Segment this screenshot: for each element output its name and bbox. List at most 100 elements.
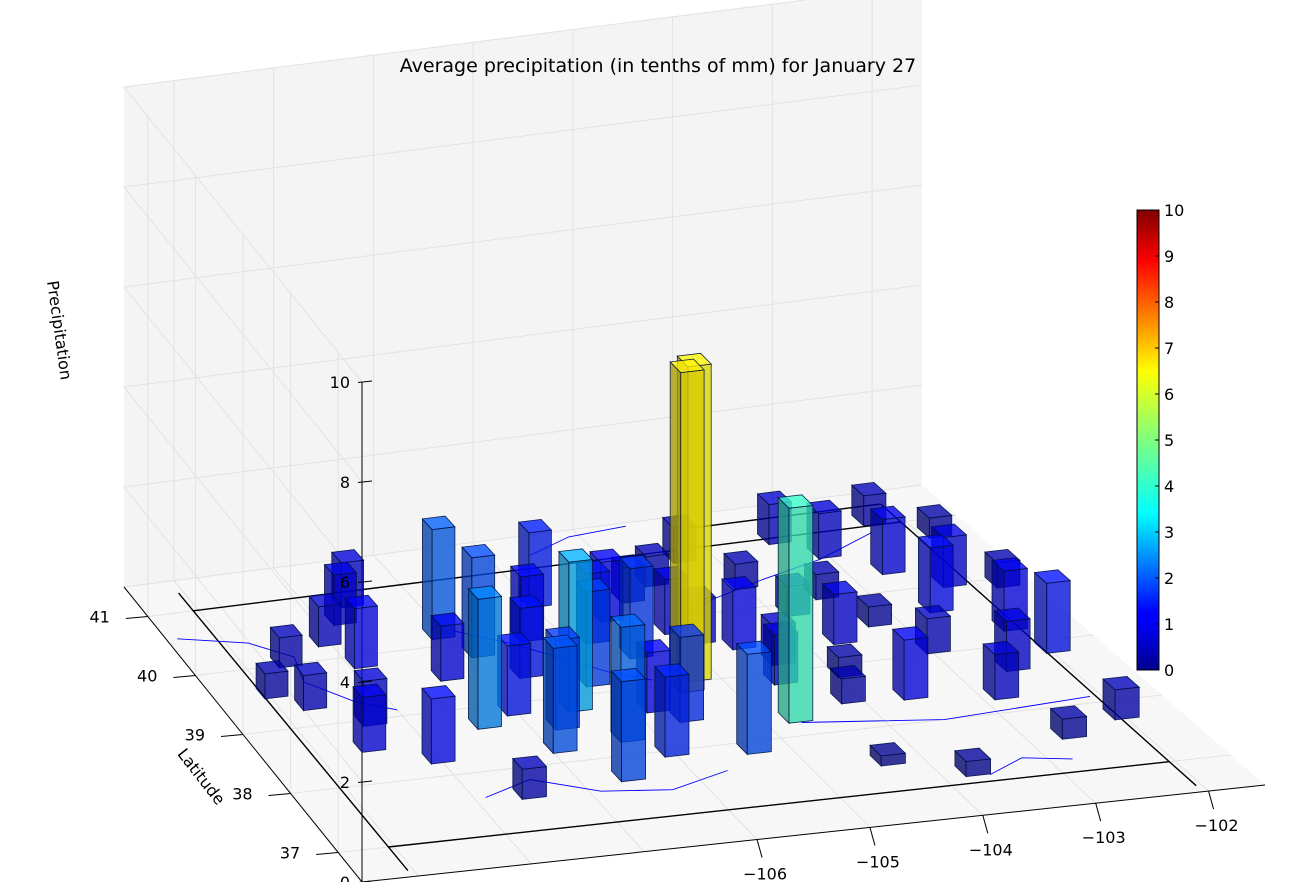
bar-face-side — [430, 614, 442, 683]
x-tick-label: −104 — [969, 840, 1013, 859]
z-axis-label: Precipitation — [43, 279, 76, 381]
bar-face-top — [829, 664, 867, 680]
bar-face-side — [344, 596, 355, 670]
bar-face-top — [954, 747, 992, 763]
bar — [610, 667, 647, 783]
bar-face-front — [903, 636, 929, 701]
bar-face-front — [926, 615, 951, 655]
bar — [511, 755, 548, 801]
bar-face-top — [421, 515, 456, 531]
bar-face-side — [654, 665, 666, 759]
bar-face-side — [653, 567, 666, 636]
colorbar: 0 1 2 3 4 5 6 7 8 9 10 — [1136, 201, 1184, 680]
state-border — [178, 592, 409, 872]
y-tick — [173, 675, 196, 678]
river-line — [801, 695, 1091, 723]
bar — [352, 683, 387, 754]
y-tick-label: 38 — [232, 785, 252, 804]
bar-face-front — [521, 766, 547, 800]
bar-face-side — [892, 628, 905, 702]
bar-face-front — [868, 603, 892, 628]
bar-face-side — [736, 642, 748, 756]
bar-face-side — [870, 507, 883, 576]
bar-face-top — [856, 593, 893, 608]
z-tick-label: 4 — [340, 673, 350, 692]
bar — [869, 742, 907, 767]
bar-face-top — [850, 481, 887, 497]
x-grid-line — [173, 80, 419, 877]
colorbar-tick-label: 4 — [1164, 477, 1174, 496]
colorbar-tick-label: 10 — [1164, 201, 1184, 220]
y-tick — [125, 616, 148, 619]
colorbar-tick-label: 3 — [1164, 523, 1174, 542]
bar — [1049, 705, 1088, 741]
z-tick-label: 6 — [340, 573, 350, 592]
bar-face-front — [732, 586, 757, 651]
y-tick-label: 39 — [185, 726, 205, 745]
bar — [735, 640, 773, 756]
bar-face-front — [264, 670, 289, 700]
bar-face-top — [255, 660, 289, 675]
z-grid-line — [123, 284, 923, 683]
bar — [917, 533, 955, 614]
bar — [496, 632, 532, 718]
x-tick-label: −106 — [743, 865, 787, 882]
bar-face-top — [723, 550, 759, 565]
bar-face-side — [421, 687, 432, 766]
bar — [954, 747, 992, 778]
bar-face-top — [421, 685, 456, 700]
bar-face-top — [668, 623, 705, 638]
state-border — [388, 761, 1170, 848]
bar-face-side — [421, 517, 433, 641]
bar-face-front — [664, 673, 690, 758]
back-pane — [124, 0, 922, 587]
bar-face-top — [542, 634, 578, 649]
bar-face-top — [517, 518, 553, 534]
x-tick — [756, 839, 763, 858]
z-grid-line — [123, 84, 923, 483]
bar-face-front — [746, 651, 772, 755]
bar-face-top — [917, 533, 955, 549]
colorbar-tick-label: 0 — [1164, 661, 1174, 680]
bar-face-front — [552, 645, 578, 754]
x-tick — [1095, 803, 1102, 822]
y-tick — [220, 734, 244, 737]
bar-face-top — [982, 640, 1020, 656]
bar-face-top — [308, 592, 342, 608]
bar-face-front — [354, 605, 378, 670]
bar-face-side — [611, 669, 622, 783]
z-tick — [357, 480, 373, 483]
bar-face-top — [461, 543, 496, 559]
z-tick-label: 8 — [340, 473, 350, 492]
x-axis-line — [361, 784, 1266, 882]
bar-face-top — [430, 612, 465, 627]
bar — [430, 612, 465, 683]
bar-face-front — [317, 603, 342, 648]
colorbar-tick-label: 5 — [1164, 431, 1174, 450]
y-tick — [316, 852, 339, 855]
x-tick-label: −103 — [1082, 828, 1126, 847]
colorbar-tick-label: 6 — [1164, 385, 1174, 404]
z-grid-line — [123, 0, 809, 383]
bar-face-front — [303, 672, 328, 712]
bar — [467, 585, 503, 731]
bar — [806, 499, 843, 560]
z-tick — [357, 680, 373, 683]
bar-face-front — [841, 675, 866, 705]
bar-face-top — [269, 624, 303, 639]
colorbar-tick-label: 7 — [1164, 339, 1174, 358]
bar-face-top — [735, 640, 773, 655]
chart-title: Average precipitation (in tenths of mm) … — [400, 55, 916, 77]
colorbar-tick-label: 2 — [1164, 569, 1174, 588]
bars-group — [255, 352, 1141, 801]
y-axis-label: Latitude — [174, 745, 230, 809]
bar-face-top — [634, 542, 670, 558]
bar — [1033, 569, 1072, 655]
axis-ticks: 02468103738394041−106−105−104−103−102 — [89, 373, 1239, 882]
bar-face-top — [558, 548, 594, 563]
bar-face-top — [721, 575, 757, 591]
y-tick-label: 41 — [89, 608, 109, 627]
bar-face-front — [278, 634, 303, 669]
bar-face-top — [610, 667, 647, 683]
